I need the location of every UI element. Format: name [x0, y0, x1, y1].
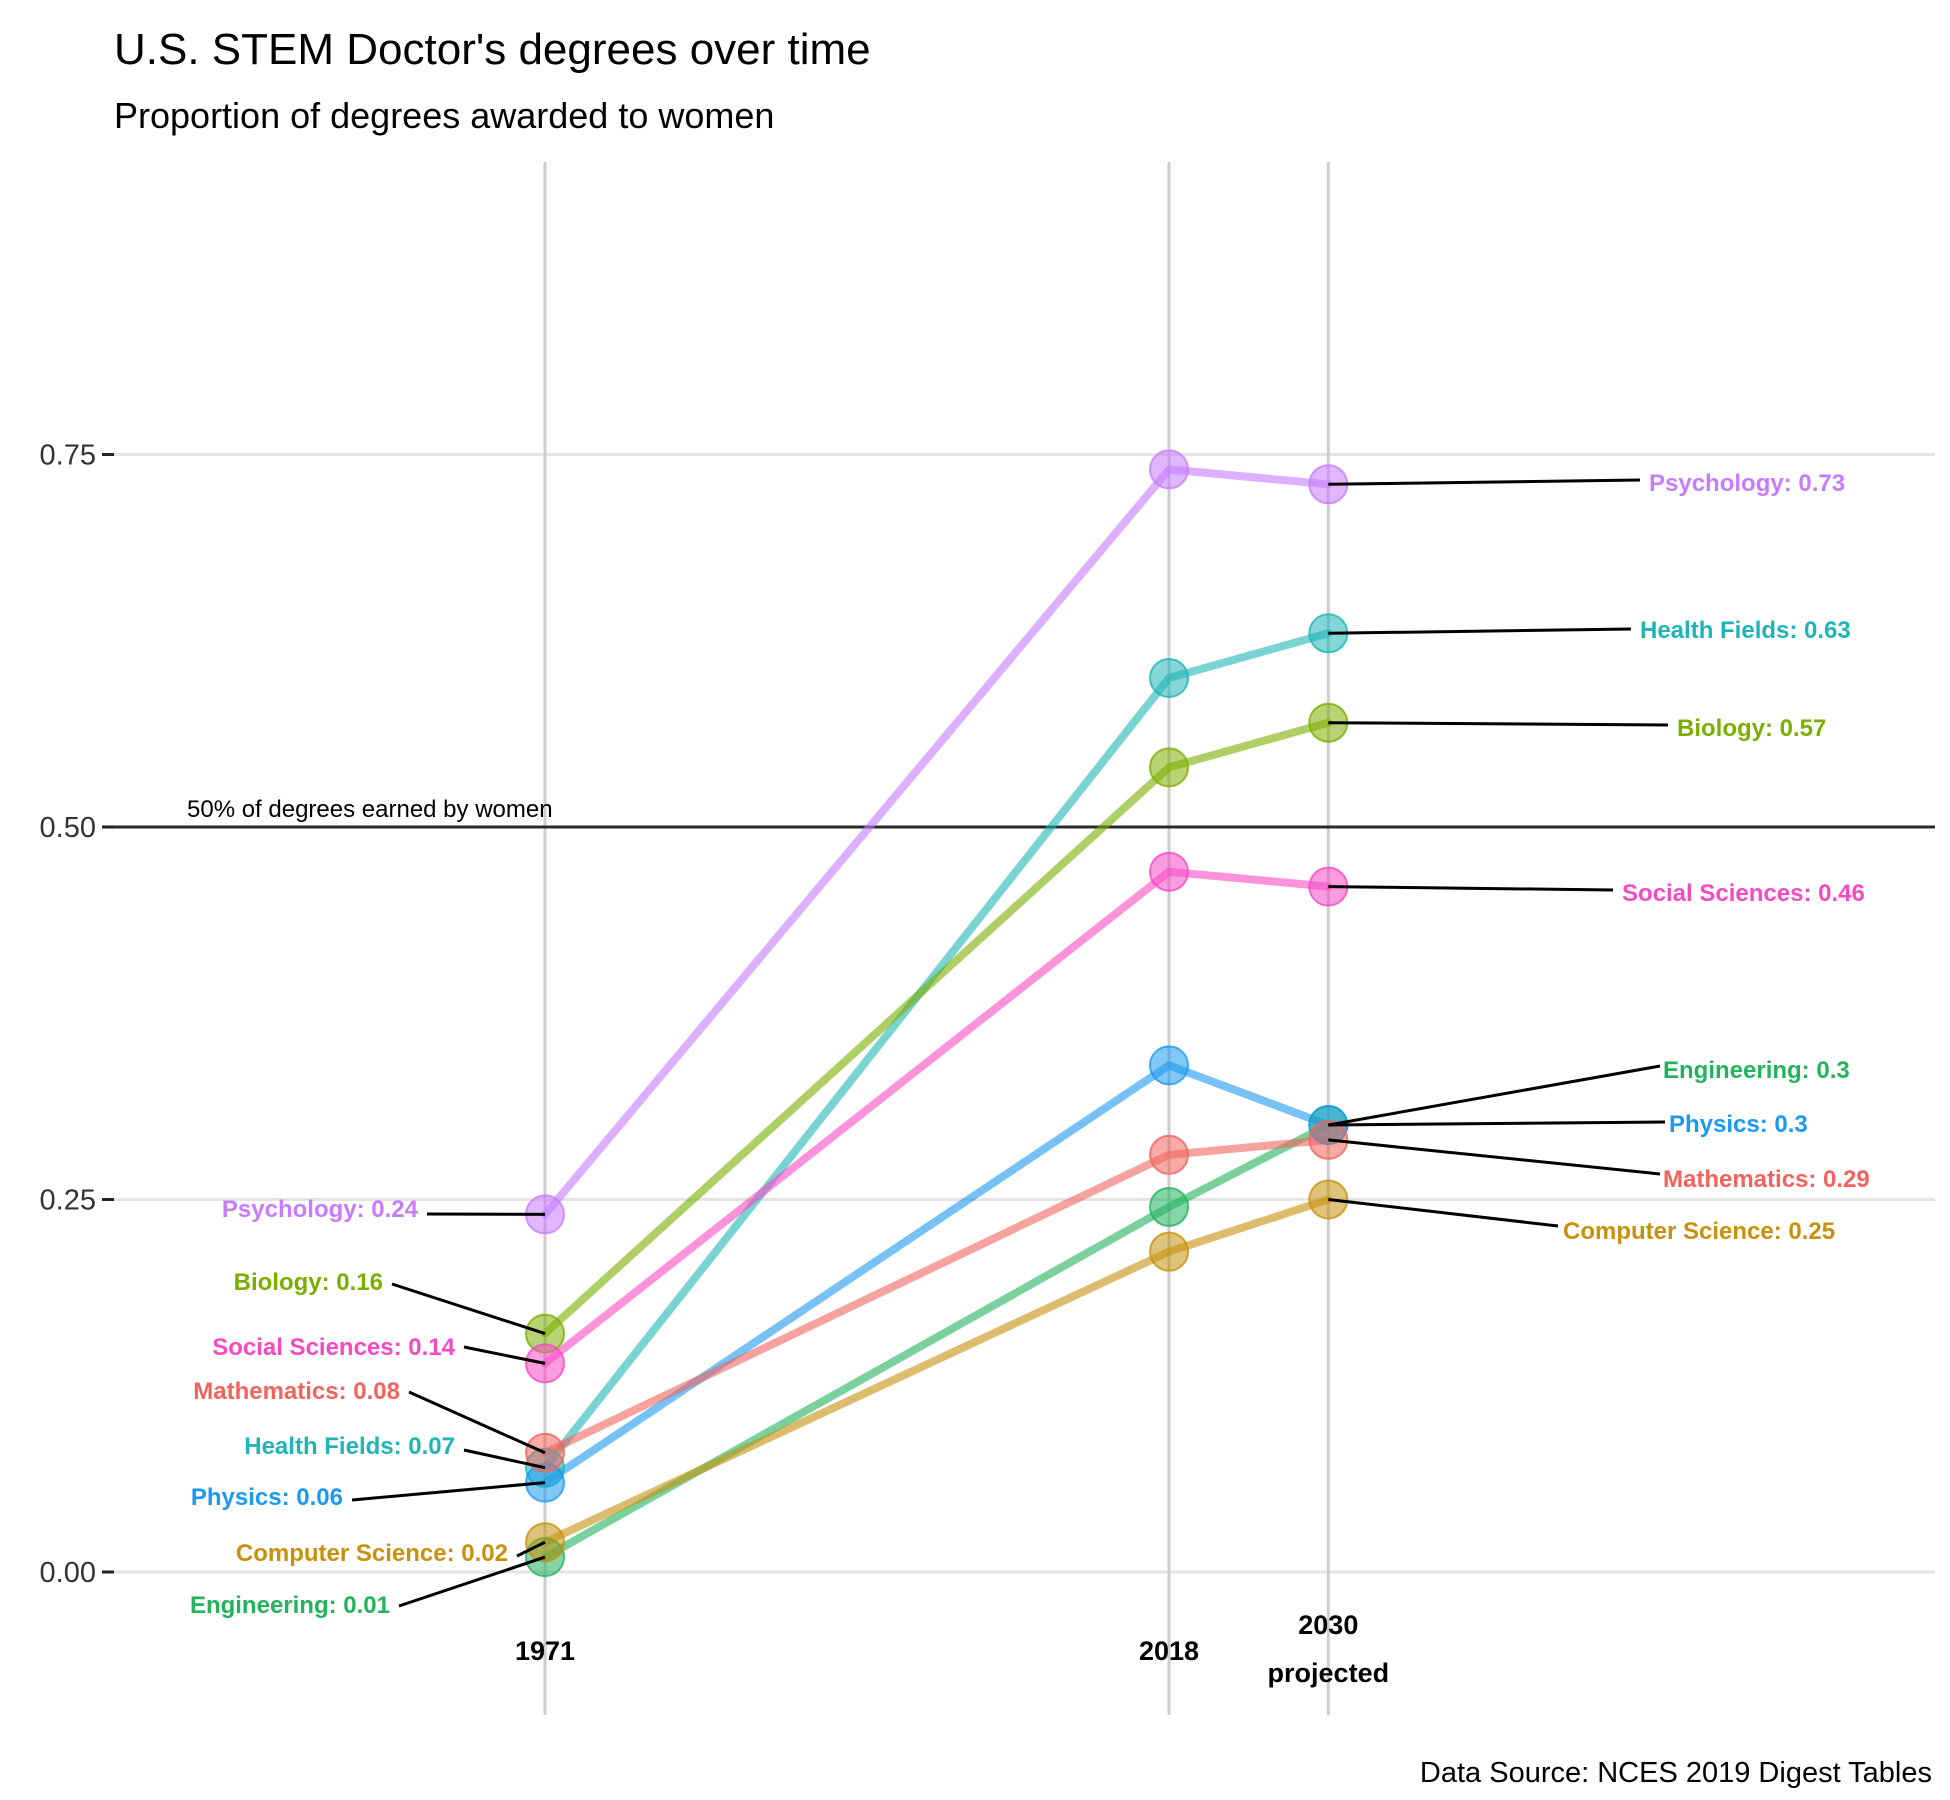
data-point-computer-science-2018: [1149, 1231, 1190, 1272]
reference-line-group: 50% of degrees earned by women: [114, 796, 1935, 829]
label-leader-start-biology: [391, 1282, 546, 1336]
series-line-engineering: [541, 1121, 1333, 1562]
data-point-health-fields-2018: [1149, 658, 1190, 698]
y-tick-label-0-50: 0.50: [40, 812, 96, 844]
label-leader-start-engineering: [398, 1555, 546, 1608]
data-labels: Psychology: 0.24 Psychology: 0.73 Health F…: [190, 470, 1870, 1619]
label-leader-start-health-fields: [463, 1448, 546, 1470]
data-point-social-sciences-2018: [1149, 851, 1190, 892]
data-label-end-engineering: Engineering: 0.3: [1663, 1057, 1850, 1084]
data-label-end-computer-science: Computer Science: 0.25: [1563, 1218, 1835, 1245]
data-label-start-social-sciences: Social Sciences: 0.14: [212, 1334, 455, 1361]
x-tick-label-1971: 1971: [515, 1636, 575, 1666]
label-leader-end-computer-science: [1328, 1198, 1559, 1228]
label-leader-start-physics: [351, 1481, 546, 1502]
reference-line-label: 50% of degrees earned by women: [187, 796, 553, 823]
label-leader-end-psychology: [1328, 478, 1641, 486]
data-label-start-mathematics: Mathematics: 0.08: [193, 1378, 400, 1405]
label-leader-start-mathematics: [408, 1390, 546, 1455]
series-line-social-sciences: [541, 867, 1333, 1368]
data-label-end-physics: Physics: 0.3: [1669, 1111, 1808, 1138]
chart-caption: Data Source: NCES 2019 Digest Tables: [1420, 1757, 1932, 1789]
y-tick-label-0-00: 0.00: [40, 1557, 96, 1589]
chart-subtitle: Proportion of degrees awarded to women: [114, 95, 774, 136]
label-leader-start-social-sciences: [463, 1345, 546, 1365]
label-leader-end-mathematics: [1328, 1138, 1661, 1176]
label-leader-end-engineering: [1328, 1064, 1661, 1127]
data-label-start-psychology: Psychology: 0.24: [222, 1196, 419, 1223]
y-tick-label-0-75: 0.75: [40, 440, 96, 472]
series-line-computer-science: [541, 1195, 1333, 1547]
data-label-start-biology: Biology: 0.16: [234, 1269, 383, 1296]
y-tick-label-0-25: 0.25: [40, 1185, 96, 1217]
data-point-psychology-2018: [1149, 449, 1190, 490]
data-point-engineering-2018: [1149, 1186, 1190, 1227]
axes: 0.00 0.25 0.50 0.75 1971 2018 2030 projected: [40, 440, 1390, 1689]
data-label-end-mathematics: Mathematics: 0.29: [1663, 1166, 1870, 1193]
data-label-end-social-sciences: Social Sciences: 0.46: [1622, 880, 1865, 907]
data-label-start-engineering: Engineering: 0.01: [190, 1592, 390, 1619]
data-label-start-computer-science: Computer Science: 0.02: [236, 1540, 508, 1567]
label-leader-end-social-sciences: [1328, 885, 1614, 892]
label-leader-end-physics: [1328, 1120, 1666, 1127]
data-label-start-physics: Physics: 0.06: [191, 1484, 343, 1511]
data-label-end-biology: Biology: 0.57: [1677, 715, 1826, 742]
x-tick-label-2018: 2018: [1139, 1636, 1199, 1666]
x-tick-label-2030: 2030: [1298, 1610, 1358, 1640]
data-point-physics-2018: [1149, 1045, 1190, 1086]
series-line-psychology: [541, 465, 1333, 1219]
series-group: [525, 449, 1349, 1578]
grid: [114, 162, 1935, 1715]
label-leader-end-health-fields: [1328, 627, 1632, 635]
data-label-start-health-fields: Health Fields: 0.07: [244, 1433, 455, 1460]
chart-title: U.S. STEM Doctor's degrees over time: [114, 25, 871, 74]
data-label-end-psychology: Psychology: 0.73: [1649, 470, 1845, 497]
data-label-end-health-fields: Health Fields: 0.63: [1640, 617, 1851, 644]
data-point-mathematics-2018: [1149, 1134, 1190, 1175]
label-leader-end-biology: [1328, 721, 1669, 727]
x-tick-sublabel-2030: projected: [1268, 1658, 1390, 1688]
data-point-biology-2018: [1149, 747, 1190, 788]
label-leader-start-computer-science: [516, 1540, 546, 1558]
